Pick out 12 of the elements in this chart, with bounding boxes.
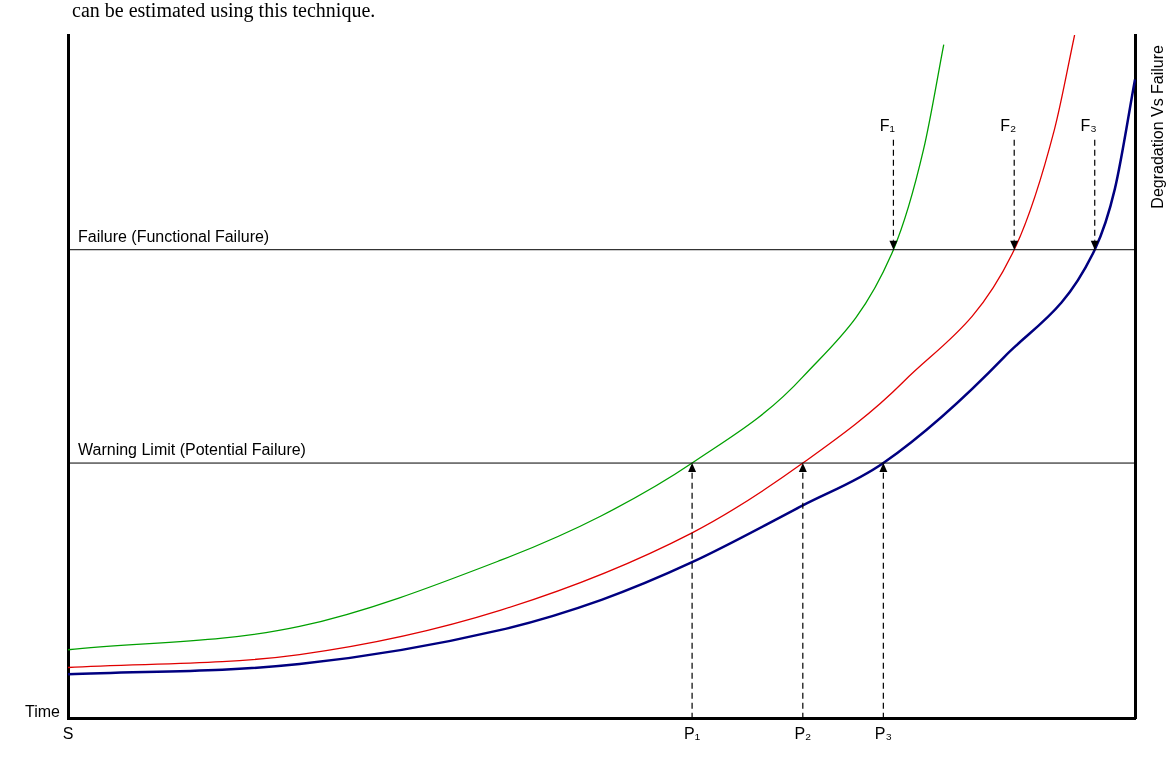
x-axis-title: Time xyxy=(25,703,61,721)
text: can be estimated using this technique. xyxy=(72,0,376,23)
annotation: F₁ xyxy=(879,117,895,135)
x-tick-label: P₂ xyxy=(794,724,812,742)
x-tick-label: S xyxy=(62,724,74,742)
annotation: F₂ xyxy=(1000,117,1017,135)
y-axis-title: Degradation Vs Failure xyxy=(1149,44,1167,209)
ref-line-label: Failure (Functional Failure) xyxy=(78,228,270,246)
ref-line-label: Warning Limit (Potential Failure) xyxy=(78,441,306,459)
x-tick-label: P₁ xyxy=(684,724,701,742)
annotation: F₃ xyxy=(1080,117,1097,135)
x-tick-label: P₃ xyxy=(874,724,892,742)
